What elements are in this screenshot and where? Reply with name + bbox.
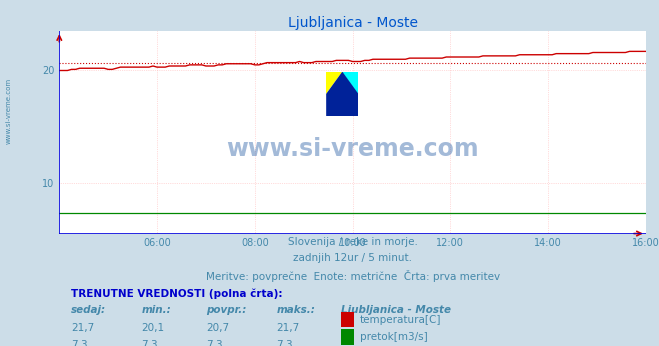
Bar [341, 329, 354, 345]
Text: 7,3: 7,3 [71, 340, 88, 346]
Text: Slovenija / reke in morje.: Slovenija / reke in morje. [287, 237, 418, 247]
Text: zadnjih 12ur / 5 minut.: zadnjih 12ur / 5 minut. [293, 253, 412, 263]
Text: maks.:: maks.: [276, 306, 315, 316]
Text: 21,7: 21,7 [276, 323, 300, 333]
Text: 20,1: 20,1 [142, 323, 165, 333]
Bar [341, 312, 354, 327]
Text: Meritve: povprečne  Enote: metrične  Črta: prva meritev: Meritve: povprečne Enote: metrične Črta:… [206, 270, 500, 282]
Text: www.si-vreme.com: www.si-vreme.com [226, 137, 479, 161]
Text: povpr.:: povpr.: [206, 306, 246, 316]
Text: min.:: min.: [142, 306, 171, 316]
Text: 7,3: 7,3 [206, 340, 223, 346]
Text: 21,7: 21,7 [71, 323, 94, 333]
Text: 20,7: 20,7 [206, 323, 229, 333]
Text: www.si-vreme.com: www.si-vreme.com [5, 78, 12, 144]
Text: sedaj:: sedaj: [71, 306, 106, 316]
Text: 7,3: 7,3 [276, 340, 293, 346]
Text: TRENUTNE VREDNOSTI (polna črta):: TRENUTNE VREDNOSTI (polna črta): [71, 288, 283, 299]
Title: Ljubljanica - Moste: Ljubljanica - Moste [287, 16, 418, 30]
Text: Ljubljanica - Moste: Ljubljanica - Moste [341, 306, 451, 316]
Text: temperatura[C]: temperatura[C] [360, 315, 441, 325]
Text: pretok[m3/s]: pretok[m3/s] [360, 332, 427, 342]
Text: 7,3: 7,3 [142, 340, 158, 346]
